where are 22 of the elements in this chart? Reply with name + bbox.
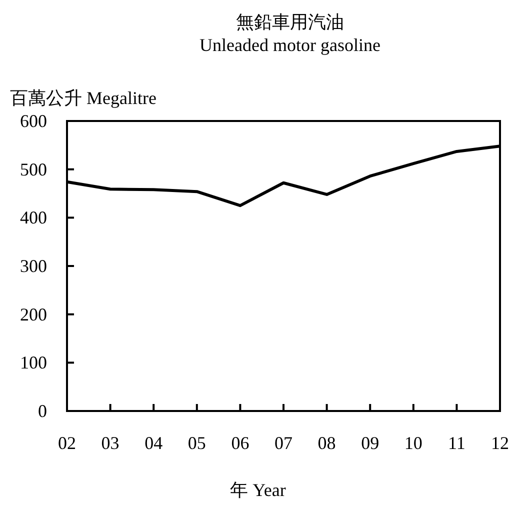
chart-subtitle: Unleaded motor gasoline — [200, 35, 380, 55]
x-tick-label: 07 — [274, 433, 292, 453]
y-tick-label: 200 — [20, 304, 47, 324]
y-tick-label: 0 — [38, 401, 47, 421]
x-tick-label: 05 — [188, 433, 206, 453]
x-axis-title: 年 Year — [230, 480, 286, 500]
y-tick-label: 100 — [20, 352, 47, 373]
x-tick-label: 04 — [144, 433, 163, 453]
x-tick-label: 12 — [491, 433, 509, 453]
y-axis-title: 百萬公升 Megalitre — [10, 88, 156, 108]
x-tick-label: 10 — [404, 433, 422, 453]
x-tick-label: 08 — [318, 433, 336, 453]
chart-title: 無鉛車用汽油 — [236, 12, 344, 32]
x-tick-label: 09 — [361, 433, 380, 453]
x-tick-label: 11 — [448, 433, 466, 453]
y-tick-label: 300 — [20, 256, 47, 276]
x-tick-label: 02 — [58, 433, 76, 453]
x-tick-label: 06 — [231, 433, 250, 453]
x-tick-label: 03 — [101, 433, 120, 453]
y-tick-label: 400 — [20, 208, 47, 228]
y-tick-label: 500 — [20, 159, 47, 180]
y-tick-label: 600 — [20, 111, 47, 131]
